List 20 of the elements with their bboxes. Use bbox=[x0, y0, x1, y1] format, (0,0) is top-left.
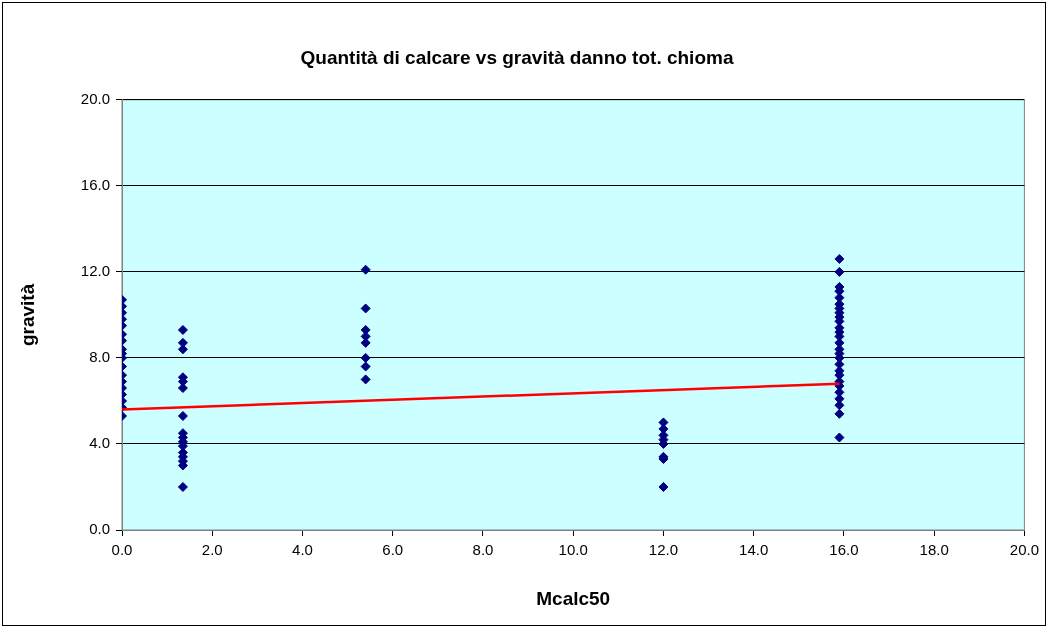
x-tick-label: 10.0 bbox=[558, 541, 588, 559]
y-tick-label: 4.0 bbox=[89, 434, 110, 452]
y-tick-label: 8.0 bbox=[89, 348, 110, 366]
y-tick-label: 12.0 bbox=[80, 262, 110, 280]
x-tick-label: 20.0 bbox=[1009, 541, 1039, 559]
x-tick-label: 8.0 bbox=[472, 541, 494, 559]
x-axis-title: Mcalc50 bbox=[536, 587, 611, 609]
x-tick-label: 0.0 bbox=[111, 541, 133, 559]
x-tick-label: 18.0 bbox=[919, 541, 949, 559]
x-tick-label: 2.0 bbox=[201, 541, 223, 559]
x-tick-label: 6.0 bbox=[382, 541, 404, 559]
chart-title: Quantità di calcare vs gravità danno tot. chioma bbox=[300, 46, 734, 68]
y-tick-label: 16.0 bbox=[80, 175, 110, 193]
x-tick-label: 12.0 bbox=[648, 541, 679, 559]
y-tick-label: 0.0 bbox=[89, 520, 110, 538]
x-tick-label: 14.0 bbox=[739, 541, 769, 559]
y-tick-label: 20.0 bbox=[80, 89, 110, 107]
y-axis-title: gravità bbox=[16, 283, 38, 347]
x-tick-label: 4.0 bbox=[292, 541, 313, 559]
x-tick-label: 16.0 bbox=[829, 541, 859, 559]
